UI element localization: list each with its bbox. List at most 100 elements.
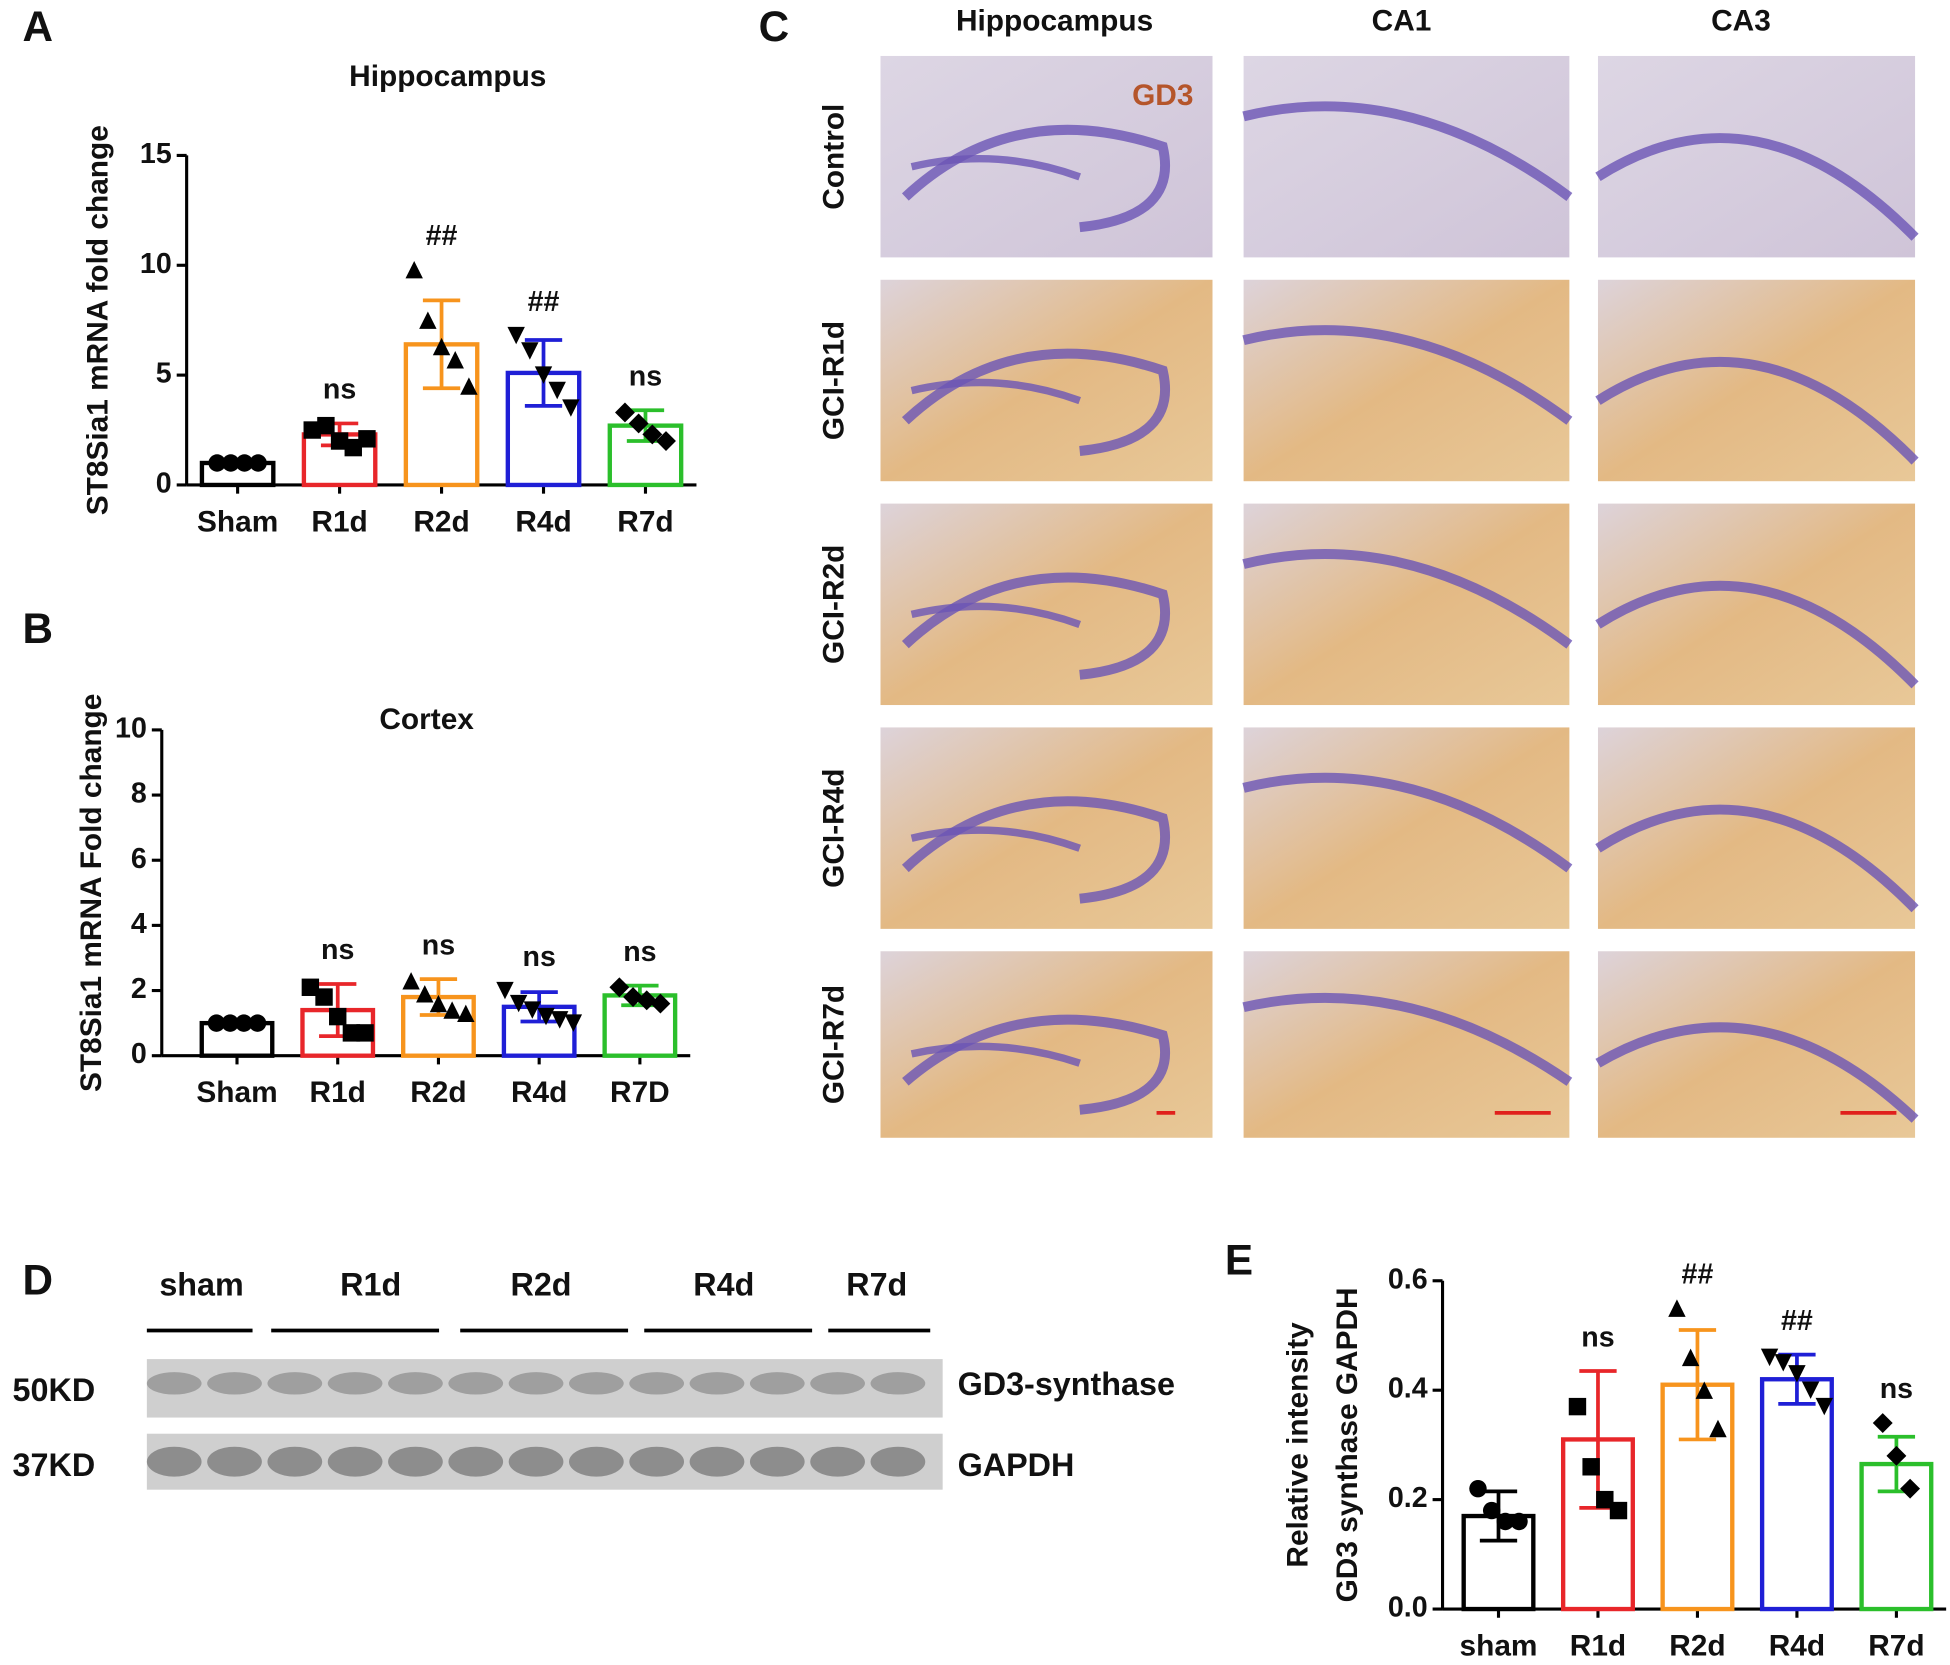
y-tick-label: 8 [131, 778, 147, 810]
cell-layer [901, 124, 1171, 233]
data-point [636, 990, 657, 1011]
data-point [523, 1001, 542, 1019]
data-point [615, 402, 635, 423]
y-tick-label: 6 [131, 843, 147, 875]
row-label: GCI-R1d [818, 321, 851, 440]
x-tick-label: R1d [310, 1076, 366, 1109]
data-point [1668, 1299, 1686, 1317]
data-point [221, 1014, 239, 1032]
x-tick-label: R4d [1769, 1629, 1825, 1662]
y-tick-label: 0.0 [1388, 1592, 1428, 1624]
y-tick-label: 0 [131, 1038, 147, 1070]
x-tick-label: sham [1460, 1629, 1538, 1662]
data-point [656, 431, 676, 451]
blot-band [267, 1446, 323, 1477]
data-point [1788, 1365, 1806, 1383]
panel-letter: B [23, 605, 54, 652]
data-point [509, 994, 528, 1013]
x-tick-label: R4d [511, 1076, 567, 1109]
y-tick-label: 0 [156, 467, 172, 499]
histology-image [1597, 55, 1916, 258]
data-point [207, 1014, 226, 1032]
cell-layer [1242, 772, 1573, 873]
y-tick-label: 10 [115, 712, 147, 744]
blot-band [448, 1372, 504, 1395]
significance-label: ns [522, 941, 555, 973]
data-point [446, 351, 464, 369]
data-point [1496, 1512, 1515, 1531]
x-tick-label: R2d [1669, 1629, 1725, 1662]
y-tick-label: 2 [131, 973, 147, 1005]
blot-band [629, 1372, 685, 1395]
significance-label: ## [1682, 1258, 1714, 1290]
stain-label: GD3 [1132, 79, 1193, 112]
cell-layer [1595, 133, 1919, 241]
bar [1759, 1377, 1834, 1612]
y-tick-label: 5 [156, 358, 172, 390]
x-tick-label: R1d [311, 505, 367, 538]
data-point [623, 987, 643, 1008]
histology-image [880, 503, 1213, 706]
data-point [1681, 1348, 1700, 1367]
row-label: Control [818, 104, 851, 210]
blot-band [569, 1372, 624, 1395]
data-point [402, 972, 420, 990]
cell-layer [901, 796, 1171, 904]
lane-label: sham [159, 1267, 243, 1303]
data-point [222, 454, 240, 472]
histology-image [1243, 55, 1570, 258]
column-header: Hippocampus [956, 4, 1153, 37]
data-point [650, 993, 671, 1014]
blot-band [689, 1372, 745, 1395]
blot-band [146, 1372, 202, 1395]
significance-label: ns [422, 929, 455, 961]
data-point [358, 430, 376, 448]
blot-band [870, 1372, 926, 1395]
band-protein: GD3-synthase [958, 1366, 1175, 1402]
data-point [1695, 1381, 1713, 1399]
histology-image [880, 279, 1213, 482]
band-size: 50KD [13, 1372, 96, 1408]
data-point [443, 1001, 461, 1019]
data-point [521, 342, 539, 360]
y-axis-label: Relative intensity [1281, 1322, 1314, 1568]
cell-layer [910, 378, 1081, 405]
cell-layer [901, 572, 1171, 680]
blot-band [749, 1372, 805, 1395]
data-point [1609, 1501, 1628, 1520]
data-point [249, 454, 267, 472]
data-point [1709, 1419, 1727, 1438]
data-point [562, 399, 580, 417]
data-point [1815, 1397, 1833, 1416]
x-tick-label: R7d [617, 505, 673, 538]
data-point [248, 1014, 267, 1032]
cell-layer [901, 348, 1171, 456]
histology-image [1597, 951, 1916, 1138]
histology-image [1243, 279, 1570, 482]
band-protein: GAPDH [958, 1447, 1075, 1483]
cell-layer [1242, 325, 1573, 425]
cell-layer [910, 602, 1081, 628]
data-point [1760, 1348, 1779, 1367]
cell-layer [1595, 804, 1919, 913]
row-label: GCI-R2d [818, 545, 851, 664]
data-point [1596, 1490, 1614, 1509]
significance-label: ns [1880, 1373, 1913, 1405]
blot-band [810, 1446, 865, 1477]
blot-band [327, 1446, 383, 1477]
blot-band [327, 1372, 383, 1395]
cell-layer [910, 155, 1081, 181]
blot-band [146, 1446, 202, 1477]
panel-letter: D [23, 1256, 54, 1303]
histology-image [1243, 503, 1570, 706]
histology-image [1597, 279, 1916, 482]
data-point [534, 366, 553, 384]
data-point [235, 1014, 253, 1032]
data-point [1886, 1445, 1907, 1466]
significance-label: ## [1781, 1305, 1813, 1337]
data-point [344, 438, 362, 457]
blot-band [207, 1446, 262, 1477]
data-point [405, 260, 423, 279]
